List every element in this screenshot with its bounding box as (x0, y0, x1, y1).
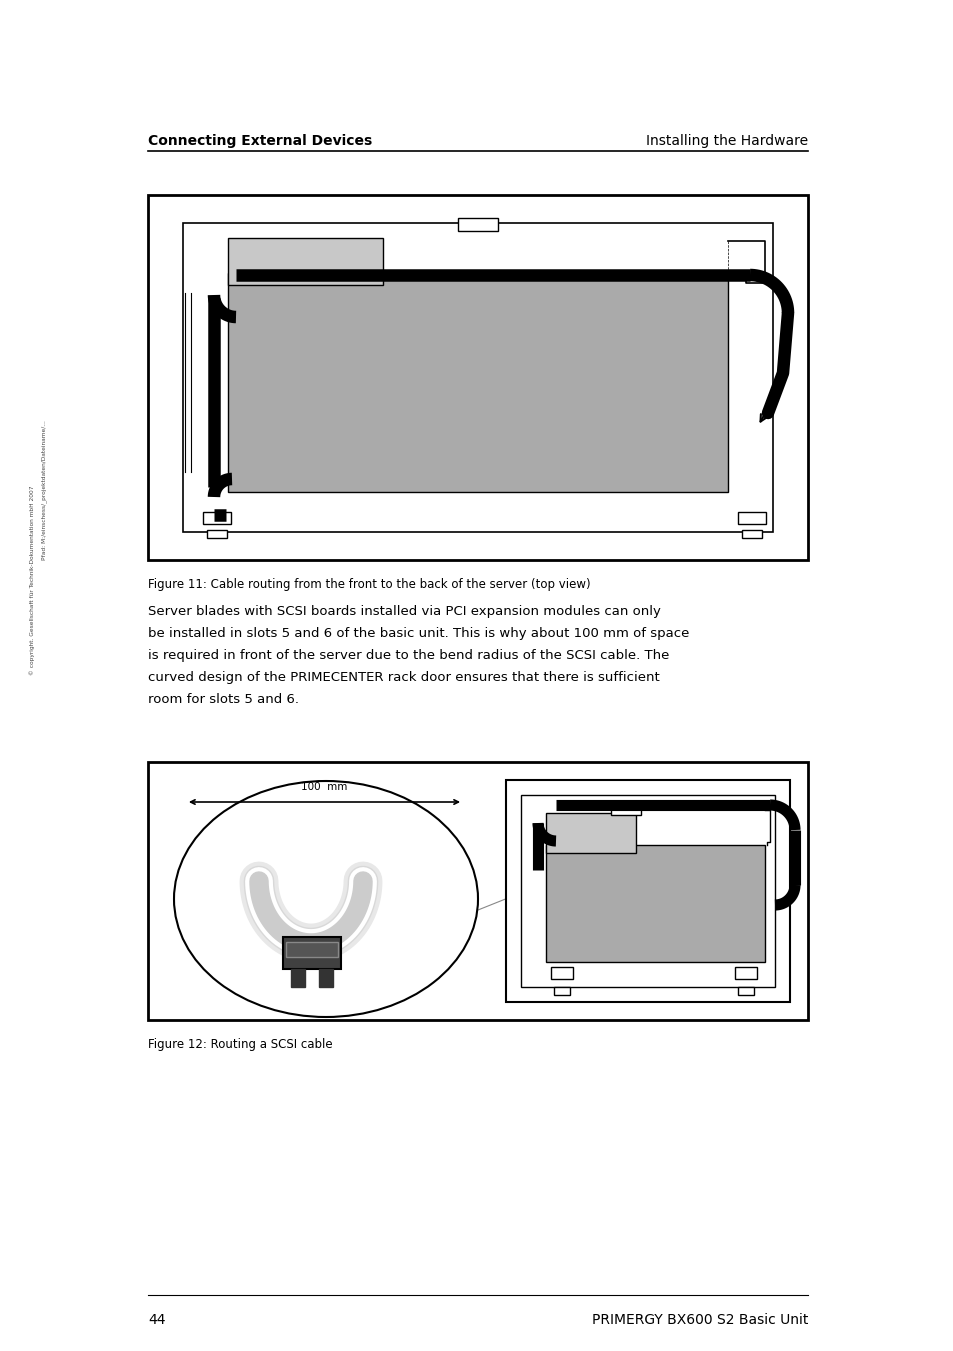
Bar (318, 969, 333, 988)
Bar (738, 988, 753, 994)
Bar (183, 223, 772, 532)
Ellipse shape (173, 781, 477, 1017)
Bar (457, 218, 497, 231)
Bar (734, 967, 757, 979)
Text: 100  mm: 100 mm (301, 782, 347, 792)
Text: © copyright. Gesellschaft für Technik-Dokumentation mbH 2007: © copyright. Gesellschaft für Technik-Do… (30, 485, 34, 674)
Bar (554, 988, 569, 994)
Bar (610, 802, 640, 815)
Bar (505, 780, 789, 1002)
Text: is required in front of the server due to the bend radius of the SCSI cable. The: is required in front of the server due t… (148, 648, 669, 662)
Bar (228, 238, 382, 285)
Text: 44: 44 (148, 1313, 165, 1327)
Bar (228, 273, 727, 492)
Bar (551, 967, 573, 979)
Bar (738, 512, 765, 524)
Bar (545, 844, 764, 962)
Text: Connecting External Devices: Connecting External Devices (148, 134, 372, 149)
Bar (207, 530, 227, 538)
Bar (148, 762, 807, 1020)
Text: curved design of the PRIMECENTER rack door ensures that there is sufficient: curved design of the PRIMECENTER rack do… (148, 671, 659, 684)
Bar (291, 969, 305, 988)
Text: Server blades with SCSI boards installed via PCI expansion modules can only: Server blades with SCSI boards installed… (148, 605, 660, 617)
Text: Figure 12: Routing a SCSI cable: Figure 12: Routing a SCSI cable (148, 1038, 333, 1051)
Text: PRIMERGY BX600 S2 Basic Unit: PRIMERGY BX600 S2 Basic Unit (591, 1313, 807, 1327)
Bar (741, 530, 761, 538)
Text: room for slots 5 and 6.: room for slots 5 and 6. (148, 693, 298, 707)
Bar (283, 938, 340, 969)
Bar (286, 942, 337, 957)
Bar (545, 813, 636, 852)
Text: be installed in slots 5 and 6 of the basic unit. This is why about 100 mm of spa: be installed in slots 5 and 6 of the bas… (148, 627, 689, 640)
Bar (203, 512, 231, 524)
Text: Pfad: M:/einschess/_projektdaten/Dateiname/...: Pfad: M:/einschess/_projektdaten/Dateina… (41, 420, 47, 559)
Text: Installing the Hardware: Installing the Hardware (645, 134, 807, 149)
Bar (148, 195, 807, 561)
Bar (520, 794, 774, 988)
Text: Figure 11: Cable routing from the front to the back of the server (top view): Figure 11: Cable routing from the front … (148, 578, 590, 590)
